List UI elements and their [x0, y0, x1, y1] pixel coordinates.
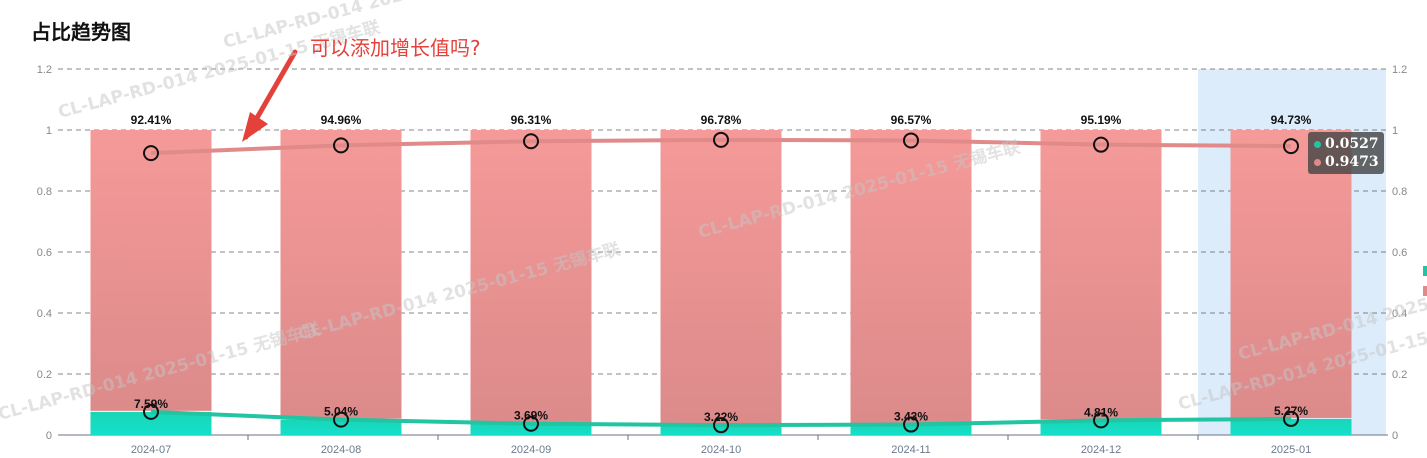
point-pink: [1093, 136, 1109, 153]
x-tick-label: 2024-11: [891, 444, 931, 453]
y-tick-label-right: 1.2: [1392, 64, 1407, 76]
data-label-pink: 92.41%: [131, 113, 172, 127]
point-teal: [903, 416, 919, 433]
y-tick-label-left: 0: [46, 430, 52, 442]
x-tick-label: 2024-07: [131, 444, 171, 453]
y-tick-label-right: 0.8: [1392, 186, 1407, 198]
y-tick-label-left: 0.6: [37, 247, 52, 259]
data-label-pink: 95.19%: [1081, 113, 1122, 127]
data-label-teal: 5.04%: [324, 405, 358, 419]
point-teal: [1283, 410, 1299, 427]
data-label-pink: 94.96%: [321, 113, 362, 127]
x-tick-label: 2024-09: [511, 444, 551, 453]
bar-teal: [1230, 418, 1352, 435]
y-tick-label-left: 1.2: [37, 64, 52, 76]
y-tick-label-right: 1: [1392, 125, 1398, 137]
data-label-pink: 96.57%: [891, 113, 932, 127]
bar-teal: [90, 411, 212, 435]
data-label-teal: 5.27%: [1274, 404, 1308, 418]
bar-pink: [1040, 130, 1162, 420]
legend-teal-swatch[interactable]: [1423, 266, 1427, 276]
tooltip: 0.0527 0.9473: [1308, 132, 1384, 174]
point-pink: [333, 137, 349, 154]
bar-pink: [280, 130, 402, 419]
series-line-pink: [150, 137, 1292, 156]
point-pink: [713, 131, 729, 148]
y-tick-label-right: 0.4: [1392, 308, 1407, 320]
data-label-pink: 94.73%: [1271, 113, 1312, 127]
data-label-pink: 96.31%: [511, 113, 552, 127]
point-teal: [523, 415, 539, 432]
tooltip-row-teal: 0.0527: [1308, 135, 1384, 153]
y-tick-label-left: 0.8: [37, 186, 52, 198]
bar-pink: [660, 130, 782, 425]
point-pink: [1283, 138, 1299, 155]
x-tick-label: 2025-01: [1271, 444, 1311, 453]
x-tick-label: 2024-12: [1081, 444, 1121, 453]
data-label-teal: 4.81%: [1084, 405, 1118, 419]
point-pink: [143, 145, 159, 162]
tooltip-teal-dot: [1314, 140, 1321, 148]
point-pink: [903, 132, 919, 149]
chart-title: 占比趋势图: [31, 20, 131, 44]
point-pink: [523, 133, 539, 150]
y-tick-label-right: 0: [1392, 430, 1398, 442]
bar-pink: [1230, 130, 1352, 418]
data-label-teal: 7.59%: [134, 397, 168, 411]
bar-teal: [660, 425, 782, 435]
point-teal: [713, 417, 729, 434]
y-tick-label-left: 0.2: [37, 369, 52, 381]
annotation-text: 可以添加增长值吗?: [310, 36, 481, 60]
tooltip-row-pink: 0.9473: [1308, 153, 1384, 171]
data-label-teal: 3.43%: [894, 410, 928, 424]
data-label-teal: 3.69%: [514, 409, 548, 423]
data-label-pink: 96.78%: [701, 113, 742, 127]
y-tick-label-left: 1: [46, 125, 52, 137]
x-tick-label: 2024-10: [701, 444, 741, 453]
bar-teal: [470, 423, 592, 435]
bar-pink: [850, 130, 972, 424]
tooltip-pink-value: 0.9473: [1325, 154, 1379, 170]
series-line-teal: [150, 409, 1292, 428]
bar-pink: [470, 130, 592, 423]
y-tick-label-right: 0.6: [1392, 247, 1407, 259]
point-teal: [333, 411, 349, 428]
point-teal: [143, 403, 159, 420]
y-tick-label-left: 0.4: [37, 308, 52, 320]
bar-pink: [90, 130, 212, 411]
x-tick-label: 2024-08: [321, 444, 361, 453]
legend-pink-swatch[interactable]: [1423, 286, 1427, 296]
bar-teal: [850, 424, 972, 435]
tooltip-pink-dot: [1314, 158, 1321, 166]
y-tick-label-right: 0.2: [1392, 369, 1407, 381]
data-label-teal: 3.22%: [704, 410, 738, 424]
tooltip-teal-value: 0.0527: [1325, 136, 1379, 152]
point-teal: [1093, 412, 1109, 429]
annotation-arrow-head: [242, 112, 268, 142]
